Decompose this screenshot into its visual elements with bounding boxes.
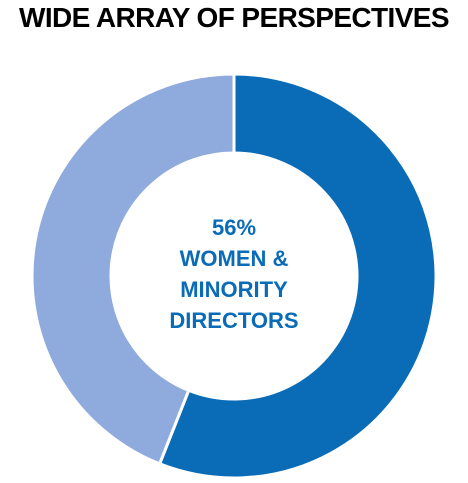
- center-line-3: DIRECTORS: [169, 308, 299, 333]
- center-label: 56% WOMEN & MINORITY DIRECTORS: [134, 212, 334, 336]
- donut-slice-2: [30, 72, 236, 466]
- center-line-2: MINORITY: [180, 277, 288, 302]
- center-percent: 56%: [211, 215, 257, 240]
- center-line-1: WOMEN &: [179, 246, 289, 271]
- chart-title: WIDE ARRAY OF PERSPECTIVES: [19, 2, 450, 33]
- donut-slice-1: [157, 72, 438, 480]
